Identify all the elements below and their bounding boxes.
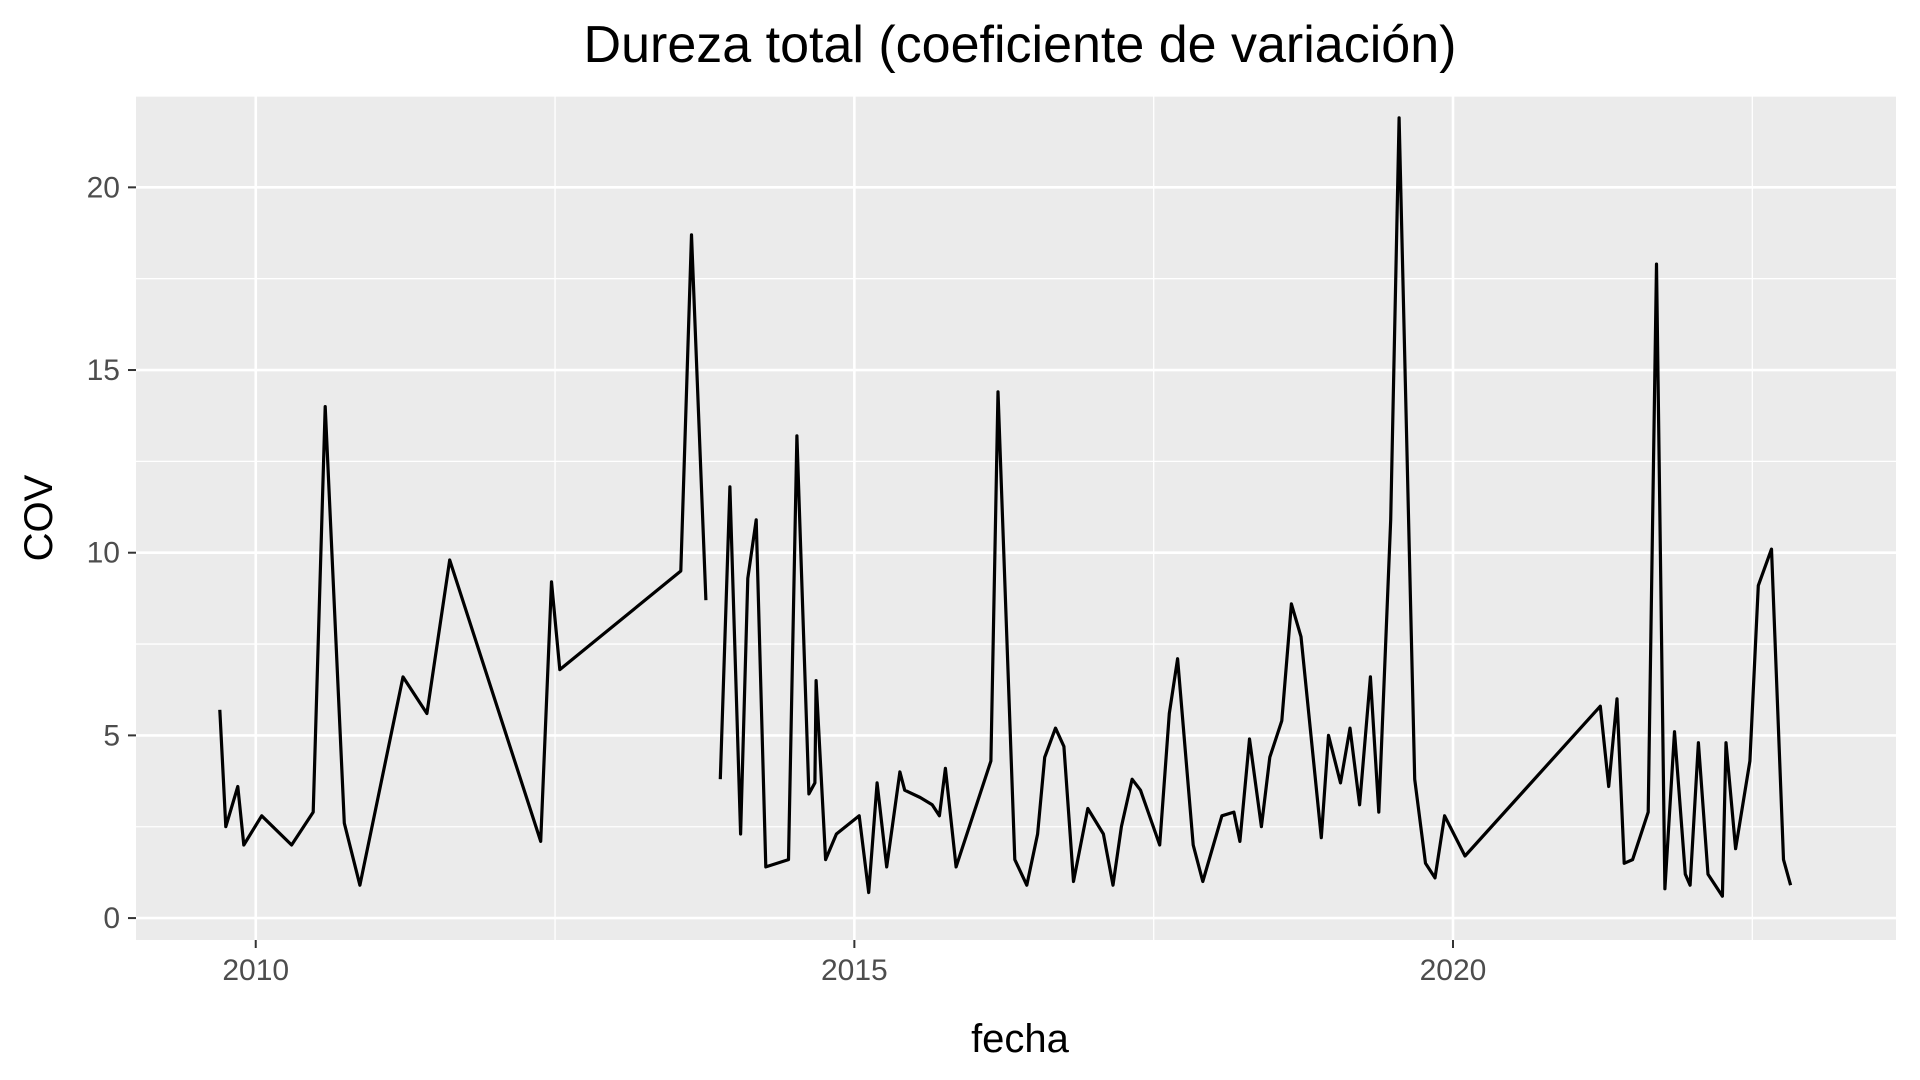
chart-title: Dureza total (coeficiente de variación) xyxy=(584,16,1457,74)
y-tick-label: 5 xyxy=(103,719,120,752)
y-tick-label: 0 xyxy=(103,902,120,935)
y-tick-label: 20 xyxy=(87,171,120,204)
x-axis-ticks: 2010 2015 2020 xyxy=(222,940,1486,987)
series-layer xyxy=(218,116,1793,898)
x-tick-label: 2020 xyxy=(1420,954,1487,987)
x-tick-label: 2015 xyxy=(821,954,888,987)
series-line-segment xyxy=(718,116,1793,898)
series-line-segment xyxy=(218,233,708,887)
y-tick-label: 15 xyxy=(87,354,120,387)
minor-gridlines xyxy=(136,95,1896,940)
plot-panel xyxy=(136,96,1896,940)
x-tick-label: 2010 xyxy=(222,954,289,987)
y-axis-ticks: 0 5 10 15 20 xyxy=(87,171,136,935)
y-tick-label: 10 xyxy=(87,537,120,570)
x-axis-label: fecha xyxy=(971,1017,1070,1061)
y-axis-label: COV xyxy=(17,474,61,561)
